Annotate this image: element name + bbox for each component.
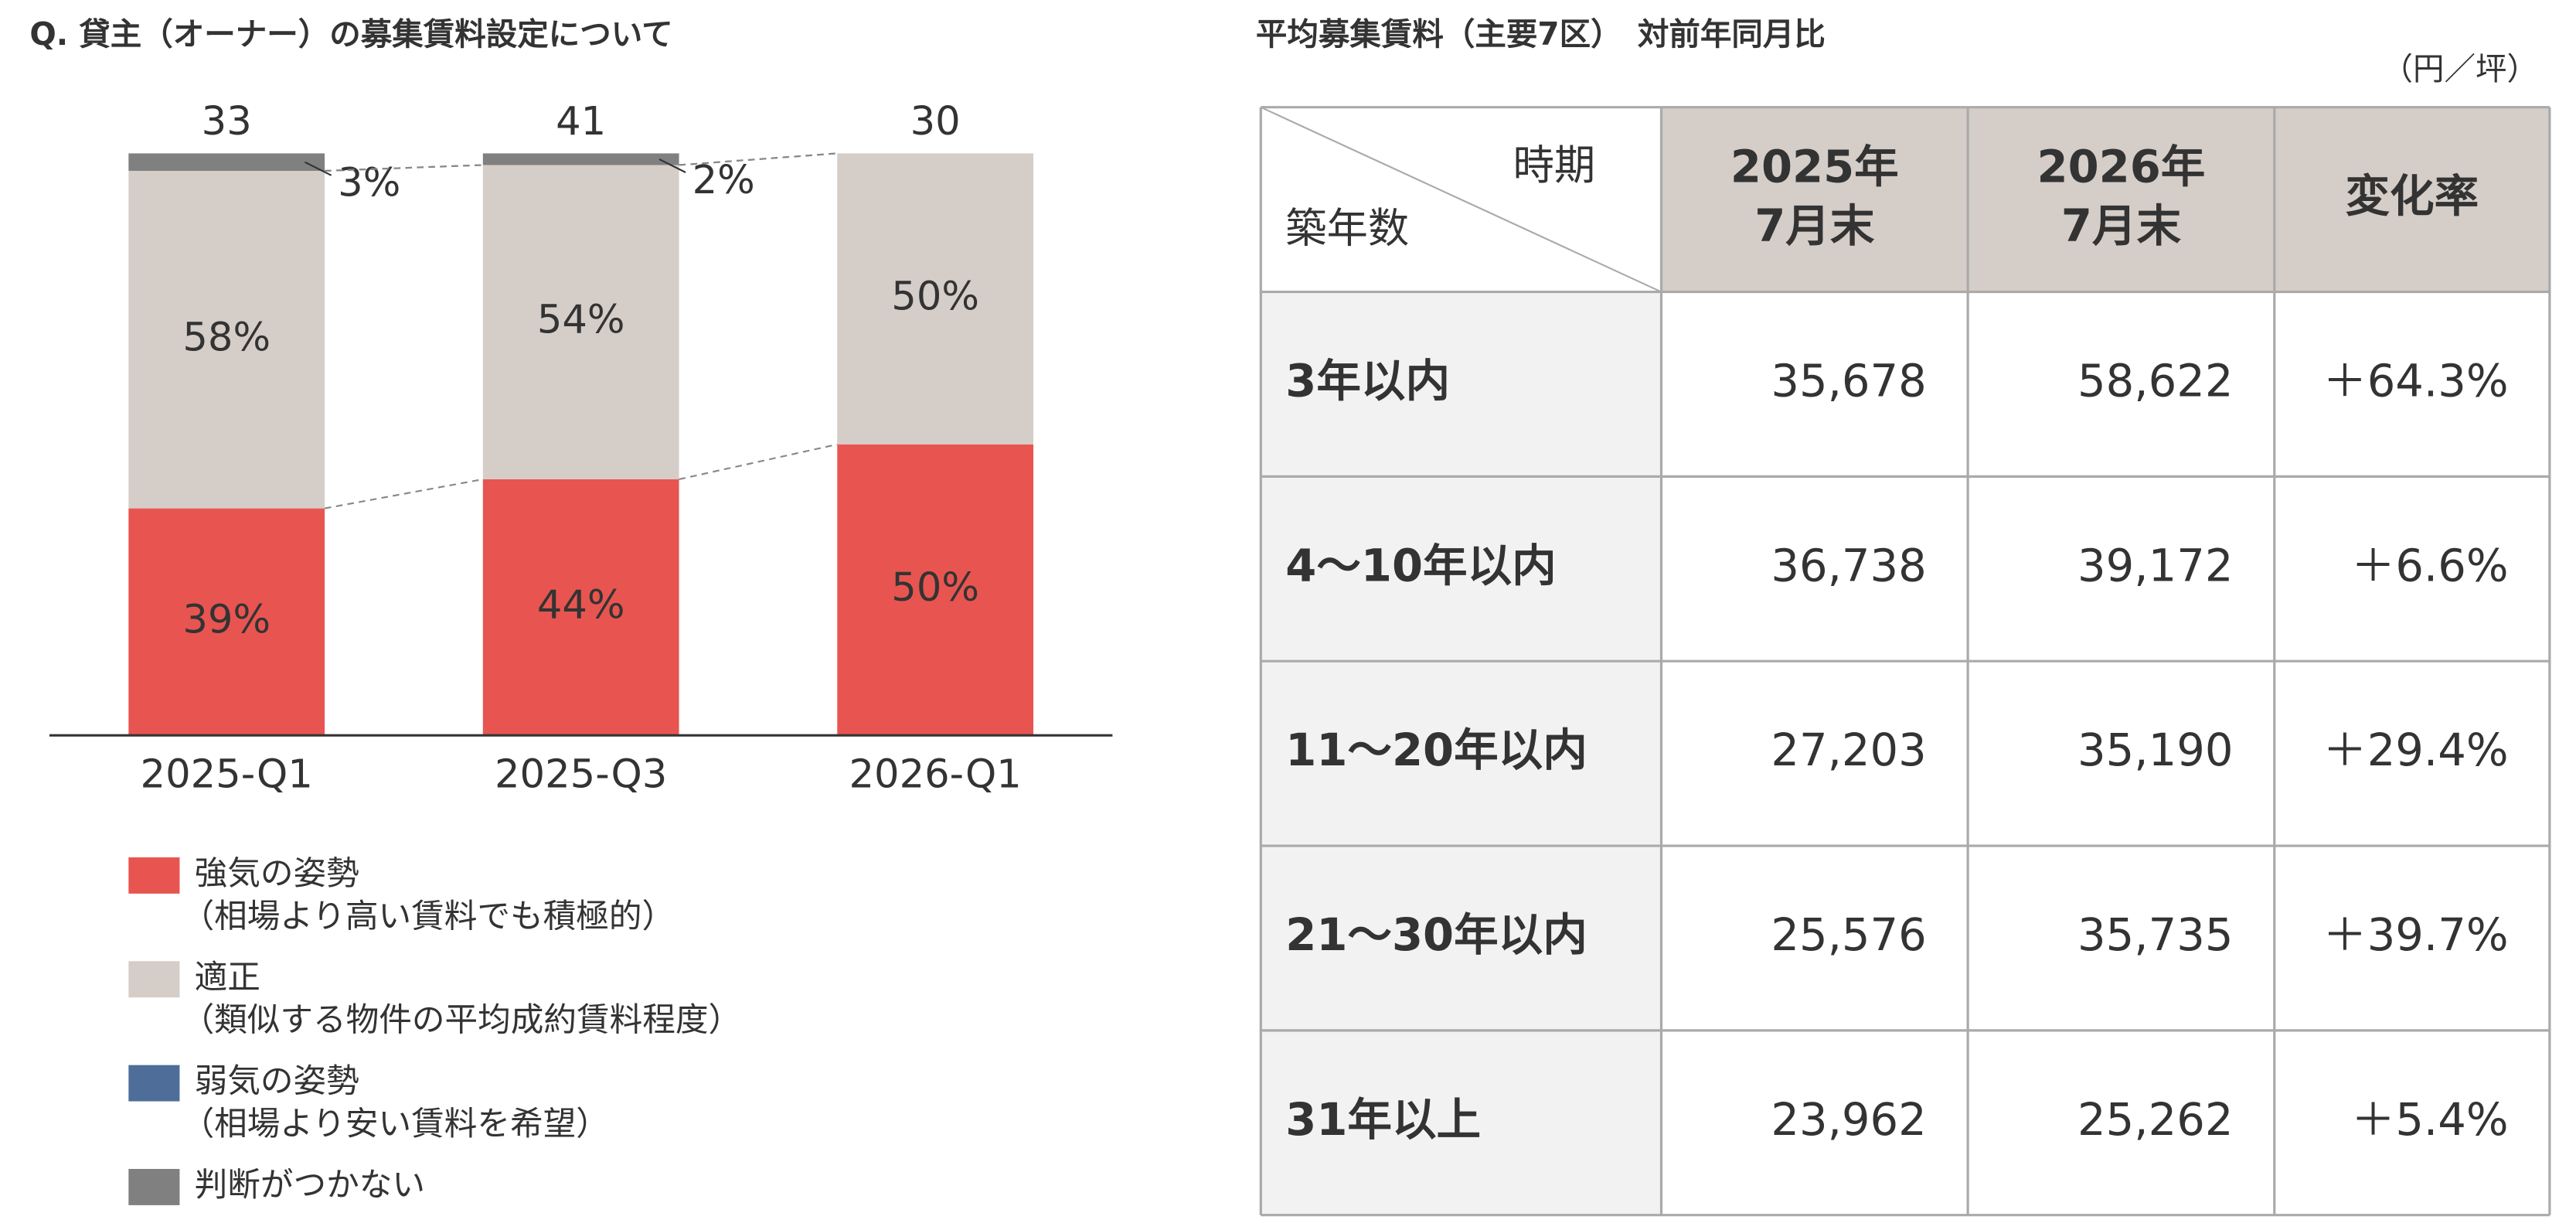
table-cell <box>2274 661 2550 847</box>
cell-value: 27,203 <box>1771 724 1926 776</box>
header-cell <box>1661 107 1969 292</box>
value-label: 50% <box>891 274 979 320</box>
cell-value: 35,678 <box>1771 356 1926 407</box>
corner-row-label: 築年数 <box>1285 204 1409 252</box>
bar-segment <box>837 153 1034 445</box>
header-cell <box>2274 107 2550 292</box>
cell-value: ＋6.6% <box>2351 540 2509 591</box>
cell-value: 35,190 <box>2077 724 2233 776</box>
row-header-cell <box>1261 1030 1662 1215</box>
legend-swatch <box>128 1065 180 1102</box>
cell-value: 35,735 <box>2077 909 2233 961</box>
cell-value: 23,962 <box>1771 1094 1926 1146</box>
column-header: 7月末 <box>2061 200 2182 252</box>
table-cell <box>2274 476 2550 662</box>
row-header-cell <box>1261 291 1662 477</box>
bar-segment <box>482 153 679 165</box>
table-cell <box>1661 661 1969 847</box>
cell-value: 58,622 <box>2077 356 2233 407</box>
table-cell <box>1661 291 1969 477</box>
total-label: 41 <box>556 99 606 145</box>
row-label: 21～30年以内 <box>1285 909 1587 961</box>
total-label: 30 <box>910 99 961 145</box>
legend-label: 判断がつかない <box>195 1166 425 1204</box>
column-header: 変化率 <box>2345 171 2479 223</box>
x-tick-label: 2026-Q1 <box>849 751 1021 797</box>
value-label: 39% <box>182 597 271 642</box>
cell-value: 25,576 <box>1771 909 1926 961</box>
cell-value: 25,262 <box>2077 1094 2233 1146</box>
table-cell <box>1661 846 1969 1031</box>
total-label: 33 <box>202 99 252 145</box>
cell-value: ＋64.3% <box>2322 356 2508 407</box>
chart-title: Q. 貸主（オーナー）の募集賃料設定について <box>29 15 672 53</box>
row-label: 11～20年以内 <box>1285 724 1587 776</box>
corner-diagonal <box>1260 106 1662 293</box>
row-label: 3年以内 <box>1285 356 1450 407</box>
row-label: 4～10年以内 <box>1285 540 1556 591</box>
connector <box>325 164 483 172</box>
bar-segment <box>482 479 679 736</box>
table-cell <box>1968 476 2275 662</box>
bar-segment <box>128 508 325 736</box>
bar-segment <box>128 153 325 171</box>
leader-line <box>305 161 332 176</box>
x-tick-label: 2025-Q1 <box>141 751 313 797</box>
row-header-cell <box>1261 661 1662 847</box>
legend-sublabel: （類似する物件の平均成約賃料程度） <box>182 1001 742 1040</box>
legend-label: 強気の姿勢 <box>195 854 359 893</box>
value-label: 50% <box>891 565 979 611</box>
column-header: 7月末 <box>1754 200 1875 252</box>
row-header-cell <box>1261 476 1662 662</box>
header-cell <box>1968 107 2275 292</box>
leader-line <box>658 158 686 173</box>
bar-segment <box>128 170 325 509</box>
value-label: 2% <box>692 158 755 203</box>
table-cell <box>2274 846 2550 1031</box>
legend-sublabel: （相場より安い賃料を希望） <box>182 1105 609 1143</box>
legend-label: 適正 <box>195 958 260 997</box>
row-label: 31年以上 <box>1285 1094 1481 1146</box>
value-label: 44% <box>537 583 625 629</box>
legend-swatch <box>128 857 180 894</box>
table-cell <box>2274 1030 2550 1215</box>
corner-column-label: 時期 <box>1513 141 1596 189</box>
table-cell <box>1968 1030 2275 1215</box>
value-label: 54% <box>537 298 625 343</box>
cell-value: ＋39.7% <box>2322 909 2508 961</box>
legend-label: 弱気の姿勢 <box>195 1062 359 1101</box>
bar-segment <box>837 444 1034 736</box>
table-cell <box>1968 291 2275 477</box>
cell-value: 36,738 <box>1771 540 1926 591</box>
value-label: 58% <box>182 315 271 360</box>
table-cell <box>1968 661 2275 847</box>
row-header-cell <box>1261 846 1662 1031</box>
connector <box>679 443 838 480</box>
table-cell <box>1661 1030 1969 1215</box>
table-title: 平均募集賃料（主要7区） 対前年同月比 <box>1256 15 1826 53</box>
table-unit: （円／坪） <box>2381 50 2538 87</box>
cell-value: ＋5.4% <box>2351 1094 2509 1146</box>
x-tick-label: 2025-Q3 <box>495 751 667 797</box>
column-header: 2026年 <box>2037 141 2206 193</box>
legend-swatch <box>128 961 180 998</box>
table-cell <box>1661 476 1969 662</box>
connector <box>324 478 483 509</box>
legend-swatch <box>128 1168 180 1205</box>
cell-value: ＋29.4% <box>2322 724 2508 776</box>
value-label: 3% <box>338 161 400 206</box>
table-cell <box>2274 291 2550 477</box>
connector <box>679 152 838 166</box>
cell-value: 39,172 <box>2077 540 2233 591</box>
column-header: 2025年 <box>1730 141 1899 193</box>
legend-sublabel: （相場より高い賃料でも積極的） <box>182 897 675 935</box>
table-cell <box>1968 846 2275 1031</box>
bar-segment <box>482 165 679 479</box>
